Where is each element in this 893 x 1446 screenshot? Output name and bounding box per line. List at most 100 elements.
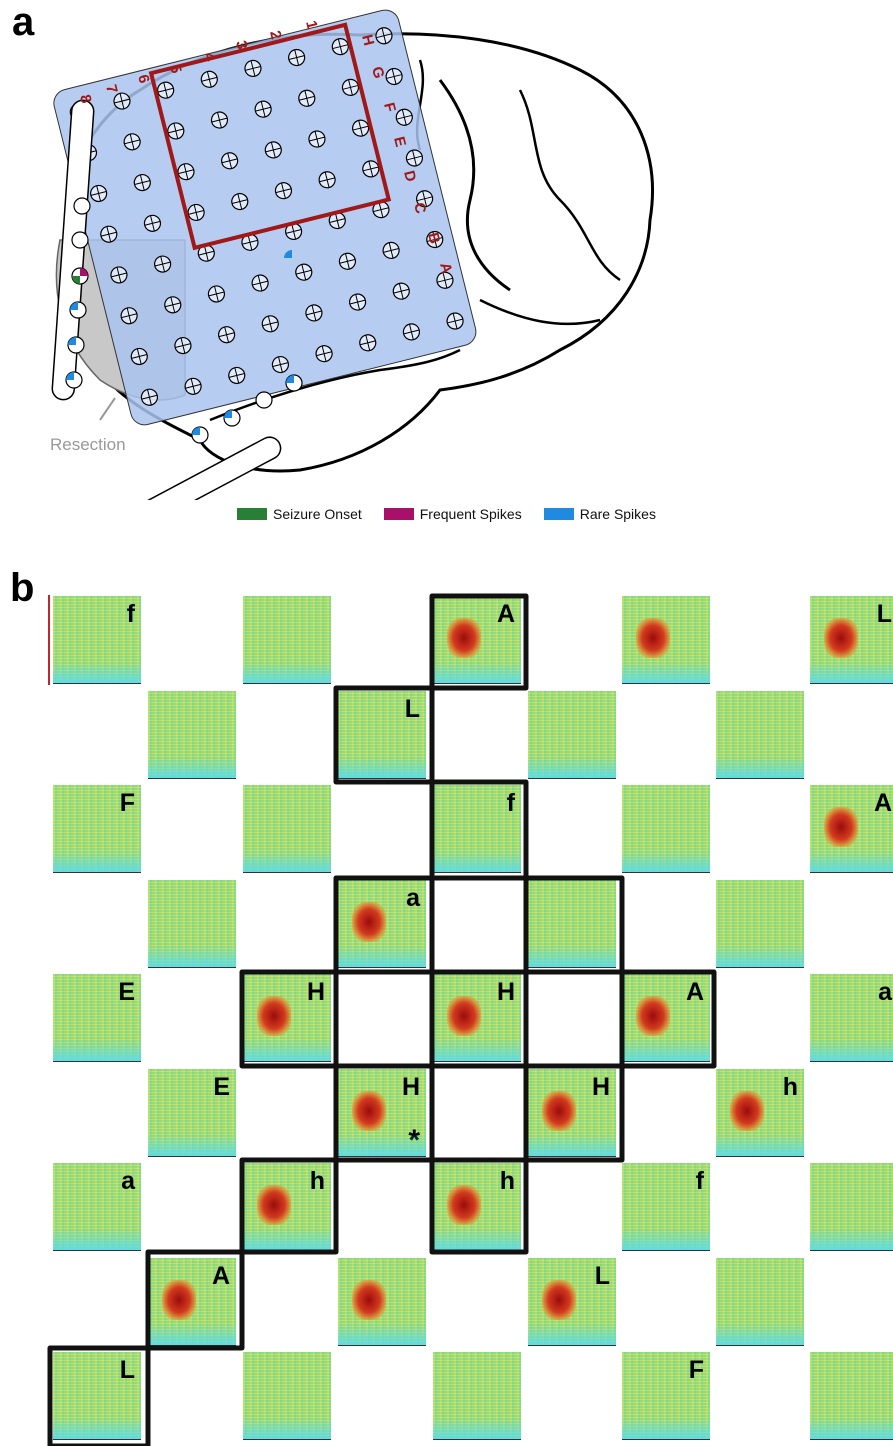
grid-electrode (123, 133, 141, 151)
spectrogram-tile: L (528, 1257, 616, 1346)
spectrogram-tile: H * (338, 1068, 426, 1157)
row-label: H (358, 33, 377, 48)
spectrogram-tile: H (243, 974, 331, 1062)
row-letter-labels: H G F E D C B A (358, 33, 455, 276)
grid-electrode (228, 366, 246, 385)
grid-electrode (251, 274, 269, 292)
grid-electrode (308, 130, 326, 148)
grid-electrode (318, 171, 336, 189)
sulcus-3 (479, 298, 601, 326)
spectrogram-tile: h (243, 1163, 331, 1251)
spectrogram-tile (622, 596, 710, 684)
activation-blob (257, 996, 291, 1036)
col-label: 7 (102, 83, 121, 95)
spectrogram-tile: f (433, 785, 521, 873)
activation-blob (636, 618, 670, 658)
sulcus-1 (438, 79, 511, 292)
grid-electrode (274, 182, 293, 200)
grid-electrode (140, 388, 159, 406)
tile-label: H (401, 1072, 420, 1101)
activation-blob (824, 618, 858, 658)
grid-electrode (426, 230, 444, 249)
tile-label: L (876, 600, 892, 628)
activation-blob (352, 901, 386, 942)
grid-electrode (177, 163, 195, 181)
grid-electrode (221, 152, 239, 170)
grid-electrode (244, 59, 262, 78)
grid-electrode (120, 307, 138, 325)
tile-label: H (591, 1072, 610, 1101)
grid-electrode (382, 241, 400, 259)
row-label: D (400, 169, 419, 184)
grid-electrode (295, 263, 313, 281)
spectrogram-tile (716, 879, 804, 968)
tile-label: a (406, 883, 420, 912)
spectrogram-tile: L (338, 690, 426, 779)
spectrogram-tile (716, 1257, 804, 1346)
col-label: 8 (76, 93, 95, 105)
spectrogram-tile (528, 690, 616, 779)
spectrogram-tile: f (53, 596, 141, 684)
strip-electrodes (51, 99, 282, 500)
grid-electrode (271, 355, 290, 374)
asterisk-marker: * (408, 1123, 420, 1157)
tile-label: f (126, 600, 135, 628)
grid-electrode (338, 252, 357, 270)
sulcus-2 (518, 89, 621, 282)
spectrogram-tile (716, 690, 804, 779)
grid-electrode (218, 326, 236, 344)
legend-item-frequent-spikes: Frequent Spikes (383, 506, 522, 522)
tile-label: h (499, 1167, 515, 1195)
spectrogram-tile: h (716, 1068, 804, 1157)
activation-blob (447, 996, 481, 1036)
grid-electrode (130, 347, 148, 366)
col-label: 6 (134, 73, 153, 85)
activation-blob (447, 618, 481, 658)
spectrogram-tile (148, 690, 236, 779)
legend-swatch (383, 508, 414, 520)
brain-electrode-diagram: 1 2 3 4 5 6 7 8 H G F E D C B A Resectio… (50, 9, 654, 500)
electrode-grid (53, 9, 477, 426)
spectrogram-tile (338, 1257, 426, 1346)
grid-electrode (446, 312, 464, 330)
grid-electrode (405, 149, 424, 167)
tile-label: H (496, 978, 515, 1006)
row-label: F (380, 101, 399, 114)
spectrogram-tile: E (53, 974, 141, 1062)
spectrogram-tile: A (148, 1257, 236, 1346)
temporal-sulcus (209, 348, 461, 422)
activation-blob (162, 1279, 196, 1320)
grid-electrode (395, 108, 413, 126)
resection-pointer (99, 397, 116, 421)
spectrogram-tile (622, 785, 710, 873)
activation-blob (257, 1185, 291, 1225)
grid-electrode (375, 27, 393, 45)
grid-electrode (90, 184, 108, 203)
grid-electrode (298, 89, 316, 107)
grid-electrode (174, 336, 192, 355)
tile-label: F (119, 789, 135, 817)
tile-label: H (306, 978, 325, 1006)
tile-label: L (594, 1261, 610, 1290)
spectrogram-tile: a (53, 1163, 141, 1251)
legend-swatch (237, 508, 268, 520)
grid-electrode (315, 345, 333, 363)
legend-item-rare-spikes: Rare Spikes (543, 506, 656, 522)
grid-electrode (164, 296, 182, 314)
grid-electrode (436, 271, 454, 289)
activation-blob (542, 1090, 576, 1131)
activation-blob (730, 1090, 764, 1131)
grid-electrode (231, 192, 249, 211)
resection-label: Resection (50, 435, 126, 454)
grid-electrode (261, 315, 279, 333)
spike-markers (66, 250, 294, 435)
grid-electrode (341, 78, 360, 96)
grid-electrode (288, 48, 306, 67)
panel-b-label: b (10, 566, 35, 610)
grid-electrode (254, 100, 272, 118)
spectrogram-tile: A (433, 596, 521, 684)
spectrogram-tile: h (433, 1163, 521, 1251)
grid-electrode (305, 304, 323, 322)
tile-label: f (506, 789, 515, 817)
